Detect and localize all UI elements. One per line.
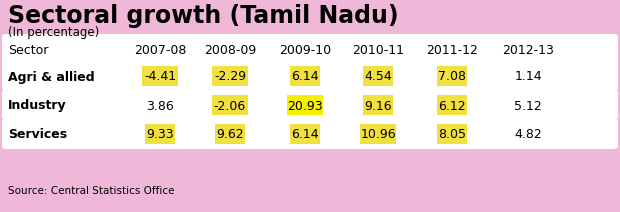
Text: -2.29: -2.29 bbox=[214, 71, 246, 84]
Text: 2010-11: 2010-11 bbox=[352, 43, 404, 57]
Text: 2007-08: 2007-08 bbox=[134, 43, 186, 57]
Bar bbox=[363, 66, 393, 86]
Text: (In percentage): (In percentage) bbox=[8, 26, 99, 39]
Bar bbox=[145, 124, 175, 144]
Bar bbox=[437, 124, 467, 144]
Text: 2011-12: 2011-12 bbox=[426, 43, 478, 57]
Text: 10.96: 10.96 bbox=[360, 128, 396, 141]
Text: 8.05: 8.05 bbox=[438, 128, 466, 141]
Text: 20.93: 20.93 bbox=[287, 99, 323, 113]
Text: Industry: Industry bbox=[8, 99, 66, 113]
Bar bbox=[360, 124, 396, 144]
Text: -2.06: -2.06 bbox=[214, 99, 246, 113]
Text: 2012-13: 2012-13 bbox=[502, 43, 554, 57]
Bar bbox=[290, 124, 320, 144]
Bar bbox=[437, 95, 467, 115]
Text: 2008-09: 2008-09 bbox=[204, 43, 256, 57]
Text: 1.14: 1.14 bbox=[514, 71, 542, 84]
Text: 2009-10: 2009-10 bbox=[279, 43, 331, 57]
Text: 5.12: 5.12 bbox=[514, 99, 542, 113]
Text: 9.16: 9.16 bbox=[364, 99, 392, 113]
Text: 6.14: 6.14 bbox=[291, 71, 319, 84]
Bar bbox=[437, 66, 467, 86]
Text: 4.54: 4.54 bbox=[364, 71, 392, 84]
Text: Sectoral growth (Tamil Nadu): Sectoral growth (Tamil Nadu) bbox=[8, 4, 399, 28]
Text: 4.82: 4.82 bbox=[514, 128, 542, 141]
Text: -4.41: -4.41 bbox=[144, 71, 176, 84]
Text: 9.62: 9.62 bbox=[216, 128, 244, 141]
Bar bbox=[142, 66, 178, 86]
FancyBboxPatch shape bbox=[2, 90, 618, 120]
Text: Agri & allied: Agri & allied bbox=[8, 71, 95, 84]
Bar bbox=[290, 66, 320, 86]
Text: Source: Central Statistics Office: Source: Central Statistics Office bbox=[8, 186, 174, 196]
Text: 6.14: 6.14 bbox=[291, 128, 319, 141]
Text: 6.12: 6.12 bbox=[438, 99, 466, 113]
Bar bbox=[212, 66, 248, 86]
Text: Sector: Sector bbox=[8, 43, 48, 57]
FancyBboxPatch shape bbox=[2, 119, 618, 149]
Text: 7.08: 7.08 bbox=[438, 71, 466, 84]
Bar bbox=[212, 95, 248, 115]
Bar bbox=[363, 95, 393, 115]
Bar bbox=[215, 124, 245, 144]
Text: 3.86: 3.86 bbox=[146, 99, 174, 113]
FancyBboxPatch shape bbox=[2, 61, 618, 91]
Bar bbox=[287, 95, 323, 115]
FancyBboxPatch shape bbox=[2, 34, 618, 64]
Text: 9.33: 9.33 bbox=[146, 128, 174, 141]
Text: Services: Services bbox=[8, 128, 67, 141]
